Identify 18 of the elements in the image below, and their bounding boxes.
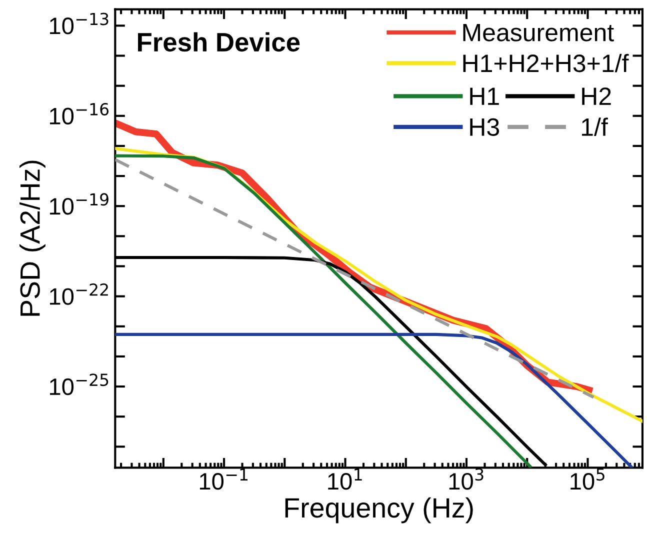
x-tick-label: 10$^{−1}$ [200,468,248,490]
text: Fresh Device [138,32,300,52]
y-tick-label: 10$^{−25}$ [50,374,108,396]
y-tick-label: 10$^{−19}$ [50,193,108,215]
legend-label: 1/f [582,118,608,136]
legend-label: Measurement [463,24,614,42]
x-tick-label: 10$^{3}$ [449,468,484,490]
y-axis-title: PSD (A2/Hz) [20,160,46,316]
legend-label: H2 [582,87,611,105]
x-tick-label: 10$^{5}$ [570,468,604,490]
y-tick-label: 10$^{−22}$ [50,283,108,305]
legend-label: H3 [470,118,500,136]
y-tick-label: 10$^{−16}$ [50,102,109,124]
x-tick-label: 10$^{1}$ [328,468,362,490]
legend-label: H1+H2+H3+1/f [463,54,629,72]
y-tick-label: 10$^{−13}$ [50,12,108,34]
x-axis-title: Frequency (Hz) [285,497,473,524]
legend-label: H1 [470,88,499,105]
